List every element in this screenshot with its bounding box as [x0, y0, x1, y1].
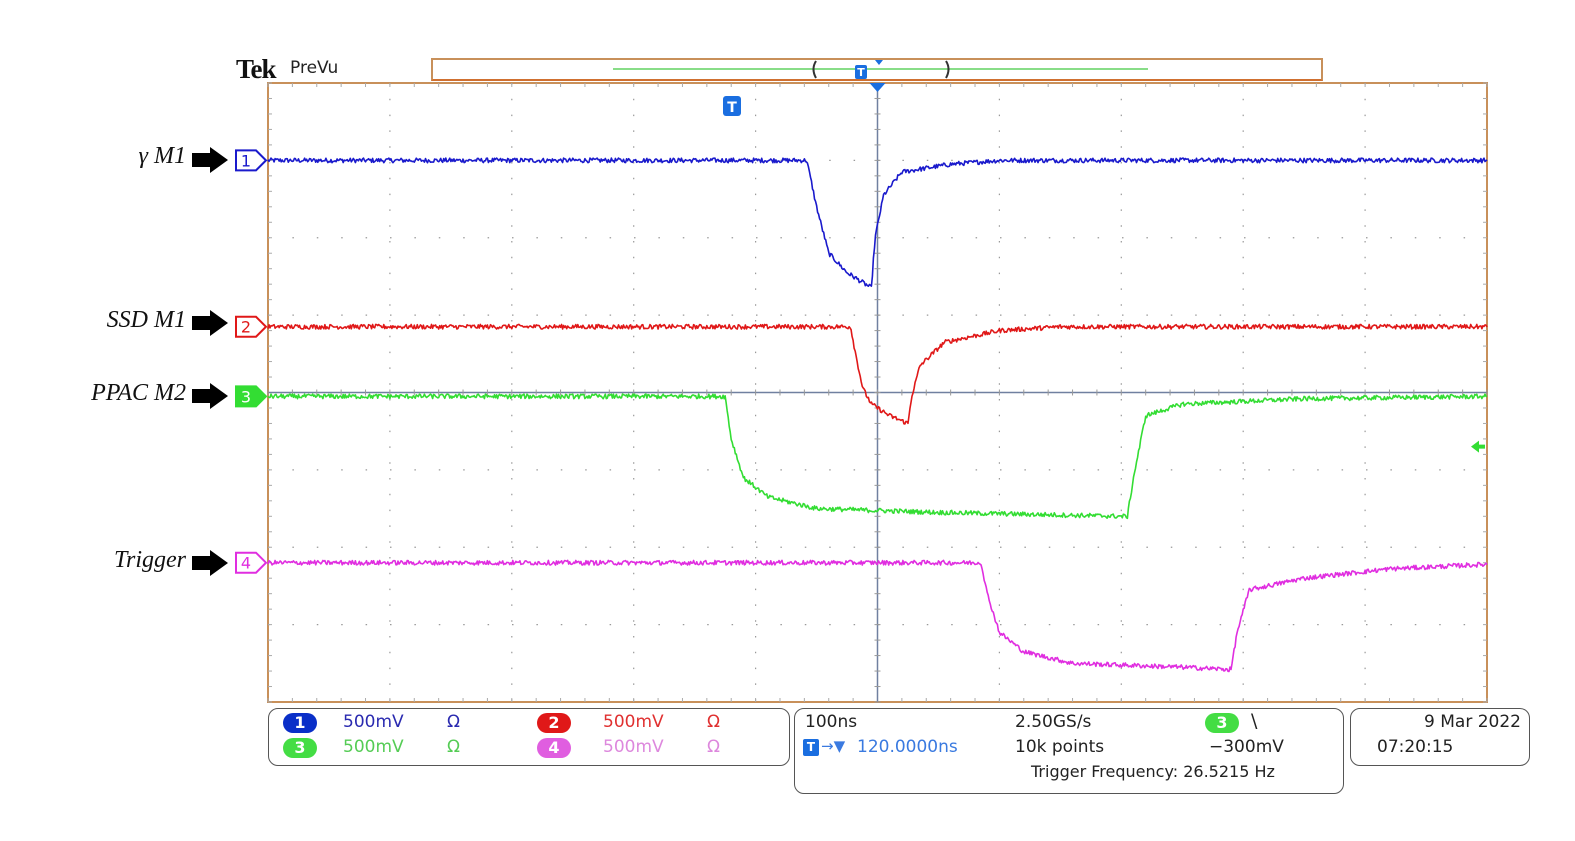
horizontal-scale[interactable]: 100ns — [805, 712, 858, 732]
channel-marker-shape — [235, 315, 268, 338]
channel-3-scale: 500mV — [343, 737, 404, 757]
channel-marker-number: 3 — [241, 387, 251, 406]
channel-3-readout[interactable]: 3 — [283, 738, 317, 758]
trigger-source[interactable]: 3 — [1205, 713, 1239, 733]
date: 9 Mar 2022 — [1424, 712, 1521, 732]
trigger-t-icon: T — [723, 96, 741, 116]
channel-3-marker: 3 — [235, 385, 268, 408]
channel-1-scale: 500mV — [343, 712, 404, 732]
delay-arrow-icon: →▼ — [821, 737, 846, 755]
trace-channel-4 — [267, 559, 1488, 673]
channel-marker-shape — [235, 149, 268, 172]
trigger-t-badge — [723, 96, 741, 116]
datetime-panel: 9 Mar 2022 07:20:15 — [1350, 708, 1530, 766]
horizontal-delay[interactable]: 120.0000ns — [857, 737, 958, 757]
window-bracket-right — [945, 60, 950, 79]
channel-marker-shape — [235, 551, 268, 574]
channel-3-badge: 3 — [283, 738, 317, 758]
trigger-position-marker — [869, 83, 886, 92]
label-ssd-m1: SSD M1 — [106, 307, 186, 333]
arrow-right-icon — [192, 550, 228, 576]
arrow-right-icon — [192, 383, 228, 409]
channel-4-marker: 4 — [235, 551, 268, 574]
waveform-display[interactable]: 1 2 3 4 T — [0, 0, 1575, 710]
record-overview-graphic: T — [613, 60, 1148, 79]
trace-channel-3 — [267, 393, 1488, 520]
label-ppac-m2: PPAC M2 — [91, 380, 186, 406]
trigger-level-arrow-icon — [1471, 440, 1485, 453]
channel-marker-number: 1 — [241, 151, 251, 170]
channel-2-badge: 2 — [537, 713, 571, 733]
timebase-trigger-panel: 100ns T →▼ 120.0000ns 2.50GS/s 10k point… — [794, 708, 1344, 794]
arrow-right-icon — [192, 310, 228, 336]
record-length: 10k points — [1015, 737, 1105, 757]
graticule — [267, 82, 1488, 703]
channel-markers: 1 2 3 4 T — [235, 83, 1485, 574]
trigger-t-letter: T — [727, 100, 737, 116]
label-trigger: Trigger — [113, 547, 186, 573]
arrow-right-icon — [192, 147, 228, 173]
overview-trigger-letter: T — [857, 66, 865, 79]
time: 07:20:15 — [1377, 737, 1454, 757]
trigger-source-badge: 3 — [1205, 713, 1239, 733]
channel-1-badge: 1 — [283, 713, 317, 733]
channel-marker-shape — [235, 385, 268, 408]
channel-1-marker: 1 — [235, 149, 268, 172]
overview-position-marker — [875, 60, 883, 65]
channel-4-badge: 4 — [537, 738, 571, 758]
waveform-traces — [267, 157, 1488, 673]
trigger-frequency: Trigger Frequency: 26.5215 Hz — [1031, 762, 1275, 781]
channel-4-coupling: Ω — [707, 737, 720, 757]
channel-3-coupling: Ω — [447, 737, 460, 757]
trace-channel-2 — [267, 323, 1488, 425]
acquisition-mode: PreVu — [290, 58, 339, 78]
window-bracket-left — [812, 60, 817, 79]
overview-trigger-icon — [855, 65, 867, 79]
channel-marker-number: 2 — [241, 318, 251, 337]
trigger-slope-falling-icon: \ — [1251, 710, 1258, 732]
channel-2-coupling: Ω — [707, 712, 720, 732]
label-gamma-m1: γ M1 — [138, 143, 186, 169]
channel-1-readout[interactable]: 1 — [283, 713, 317, 733]
channel-2-scale: 500mV — [603, 712, 664, 732]
sample-rate: 2.50GS/s — [1015, 712, 1092, 732]
channel-4-readout[interactable]: 4 — [537, 738, 571, 758]
trace-channel-1 — [267, 157, 1488, 287]
channel-marker-number: 4 — [241, 554, 251, 573]
channel-2-marker: 2 — [235, 315, 268, 338]
channel-settings-panel: 1 500mV Ω 2 500mV Ω 3 500mV Ω 4 500mV Ω — [268, 708, 790, 766]
channel-2-readout[interactable]: 2 — [537, 713, 571, 733]
trigger-icon: T — [803, 739, 819, 756]
trigger-level[interactable]: −300mV — [1209, 737, 1284, 757]
tek-logo: Tek — [236, 54, 277, 84]
record-overview-bar[interactable]: T — [431, 58, 1323, 81]
channel-4-scale: 500mV — [603, 737, 664, 757]
channel-1-coupling: Ω — [447, 712, 460, 732]
